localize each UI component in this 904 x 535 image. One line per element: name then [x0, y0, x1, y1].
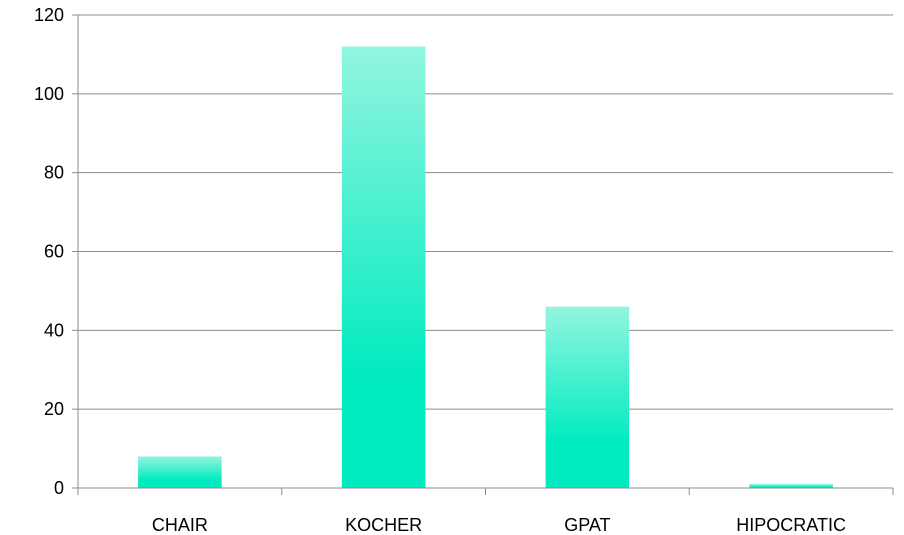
y-tick-label: 20: [44, 399, 64, 419]
y-axis-tick-labels: 0 20 40 60 80 100 120: [34, 5, 64, 498]
bar-kocher: [341, 46, 426, 489]
bar-gpat: [545, 306, 630, 488]
bar-chair: [138, 456, 222, 488]
x-category-label: HIPOCRATIC: [736, 515, 846, 535]
x-category-label: GPAT: [564, 515, 610, 535]
bars: [138, 46, 833, 489]
bar-hipocratic: [749, 484, 833, 488]
y-tick-label: 0: [54, 478, 64, 498]
x-category-label: CHAIR: [152, 515, 208, 535]
gridlines: [78, 14, 893, 410]
y-tick-label: 100: [34, 84, 64, 104]
x-category-label: KOCHER: [345, 515, 422, 535]
x-axis-category-labels: CHAIR KOCHER GPAT HIPOCRATIC: [152, 515, 846, 535]
y-tick-label: 40: [44, 320, 64, 340]
y-tick-label: 80: [44, 163, 64, 183]
axes: [72, 14, 894, 495]
y-tick-label: 60: [44, 242, 64, 262]
y-tick-label: 120: [34, 5, 64, 25]
